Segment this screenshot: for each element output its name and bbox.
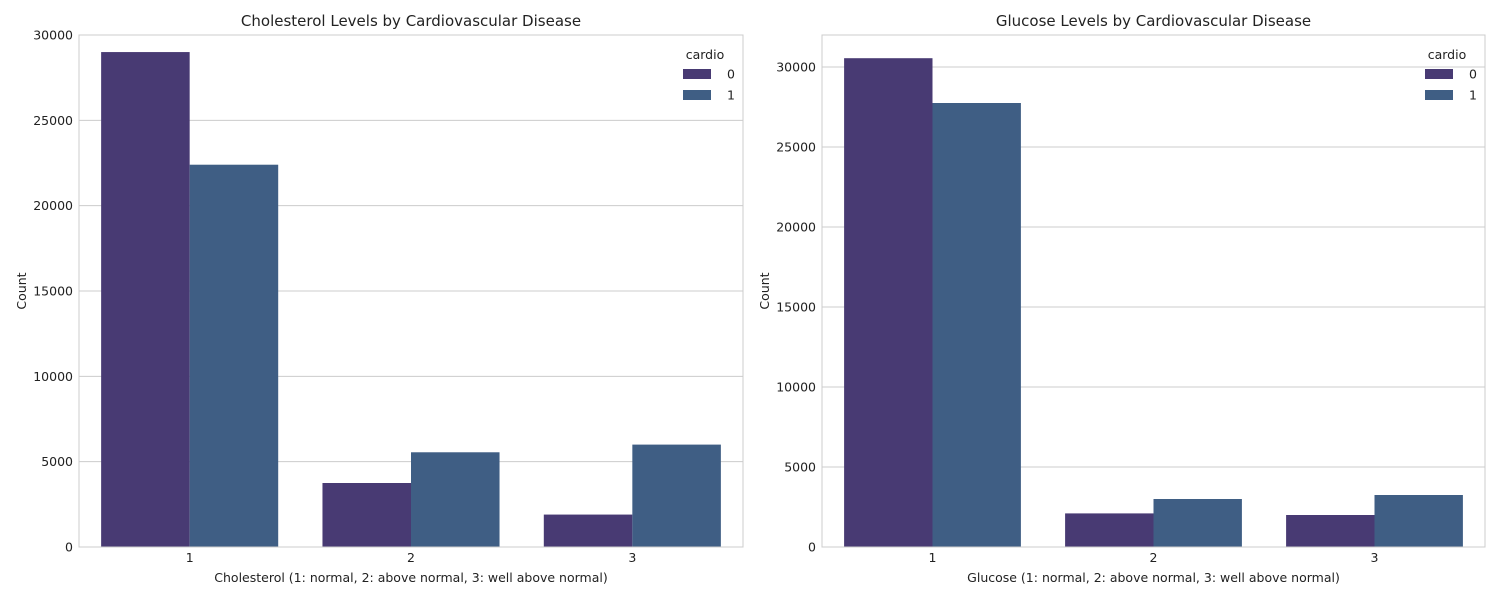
plot-frame — [821, 34, 1486, 548]
bar-series-1-cat-3 — [1374, 495, 1463, 547]
legend-title: cardio — [686, 47, 725, 62]
bar-series-1-cat-2 — [411, 452, 500, 547]
y-tick-label: 0 — [808, 540, 816, 555]
legend-title: cardio — [1428, 47, 1467, 62]
y-tick-label: 15000 — [776, 300, 816, 315]
chart-title: Cholesterol Levels by Cardiovascular Dis… — [241, 12, 581, 30]
x-tick-label: 2 — [407, 550, 415, 565]
bar-series-0-cat-3 — [1286, 515, 1375, 547]
legend-swatch-0 — [683, 69, 711, 79]
legend-label-0: 0 — [1469, 67, 1477, 82]
y-tick-label: 15000 — [33, 284, 73, 299]
y-tick-label: 5000 — [784, 460, 816, 475]
bar-series-1-cat-1 — [189, 164, 279, 547]
y-tick-label: 30000 — [33, 28, 73, 43]
legend-swatch-0 — [1425, 69, 1453, 79]
chart-title: Glucose Levels by Cardiovascular Disease — [996, 12, 1311, 30]
y-tick-label: 10000 — [33, 369, 73, 384]
legend-label-1: 1 — [727, 88, 735, 103]
y-tick-label: 30000 — [776, 60, 816, 75]
x-tick-label: 3 — [628, 550, 636, 565]
x-tick-label: 3 — [1371, 550, 1379, 565]
chart-panel-2: 0 5000 10000 15000 20000 25000 30000 1 2 3 Glucose… — [757, 12, 1486, 585]
x-tick-label: 2 — [1150, 550, 1158, 565]
bar-series-1-cat-3 — [632, 444, 721, 547]
bar-series-0-cat-2 — [1065, 513, 1154, 547]
y-tick-label: 5000 — [41, 454, 73, 469]
y-axis-label: Count — [757, 272, 772, 309]
bar-series-0-cat-2 — [322, 483, 411, 547]
x-axis-label: Glucose (1: normal, 2: above normal, 3: … — [967, 570, 1340, 585]
y-tick-label: 20000 — [776, 220, 816, 235]
y-axis-label: Count — [14, 272, 29, 309]
legend-label-1: 1 — [1469, 88, 1477, 103]
bar-series-0-cat-1 — [101, 52, 190, 548]
legend-swatch-1 — [683, 90, 711, 100]
bar-series-0-cat-1 — [844, 58, 933, 547]
y-tick-label: 0 — [65, 540, 73, 555]
y-tick-label: 25000 — [776, 140, 816, 155]
y-tick-label: 25000 — [33, 113, 73, 128]
chart-panel-1: 0 5000 10000 15000 20000 25000 30000 1 2 3 Cholest… — [14, 12, 744, 585]
bar-series-0-cat-3 — [543, 514, 633, 547]
bar-series-1-cat-2 — [1153, 499, 1242, 547]
x-axis-label: Cholesterol (1: normal, 2: above normal,… — [214, 570, 607, 585]
x-tick-label: 1 — [929, 550, 937, 565]
plot-frame — [78, 34, 744, 548]
bar-series-1-cat-1 — [932, 103, 1021, 547]
y-tick-label: 20000 — [33, 198, 73, 213]
x-tick-label: 1 — [186, 550, 194, 565]
y-tick-label: 10000 — [776, 380, 816, 395]
legend-swatch-1 — [1425, 90, 1453, 100]
legend-label-0: 0 — [727, 67, 735, 82]
